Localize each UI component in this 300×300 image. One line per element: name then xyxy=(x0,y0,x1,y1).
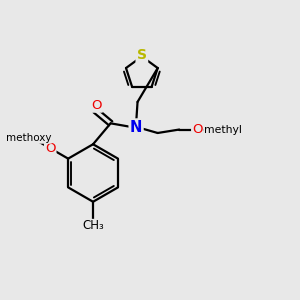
Text: S: S xyxy=(137,48,147,62)
Text: N: N xyxy=(130,120,142,135)
Text: O: O xyxy=(92,99,102,112)
Text: methyl: methyl xyxy=(204,124,242,134)
Text: CH₃: CH₃ xyxy=(82,219,104,232)
Text: O: O xyxy=(45,142,56,155)
Text: methoxy: methoxy xyxy=(6,133,51,143)
Text: O: O xyxy=(192,123,202,136)
